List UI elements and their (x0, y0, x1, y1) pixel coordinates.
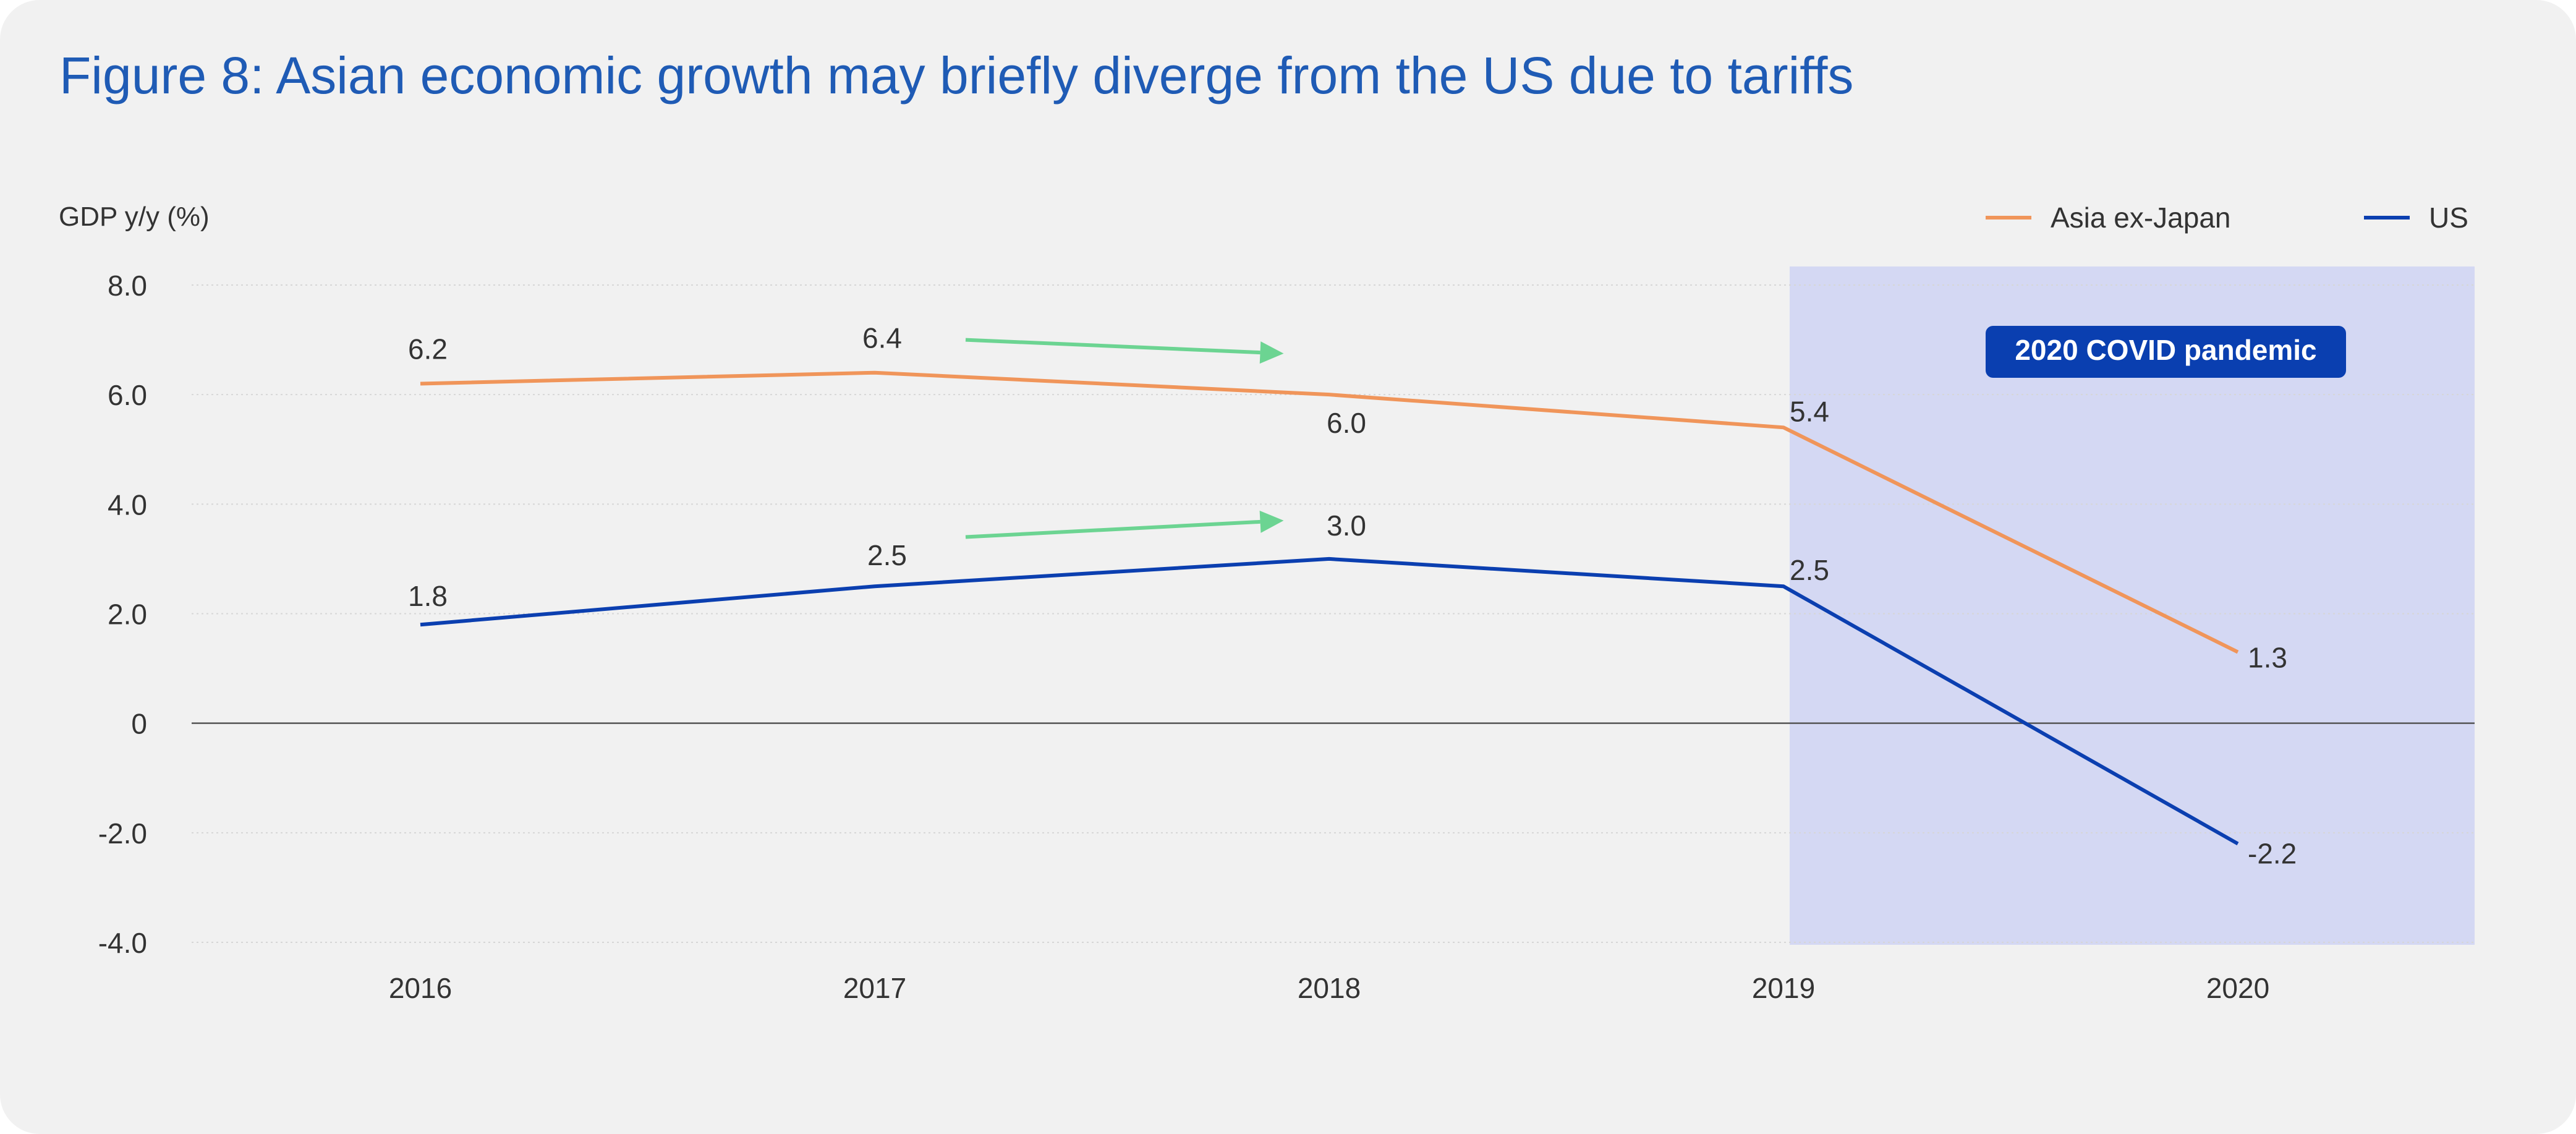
covid-label-box (1986, 326, 2346, 378)
chart-title: Figure 8: Asian economic growth may brie… (59, 46, 1854, 104)
trend-arrow-shaft (965, 338, 1260, 355)
trend-arrow-head (1259, 510, 1284, 533)
series-line-us (420, 556, 2239, 846)
y-tick-label: -4.0 (98, 927, 147, 959)
y-tick-label: 6.0 (108, 379, 147, 411)
data-label: 5.4 (1790, 395, 1829, 427)
x-tick-label: 2016 (389, 972, 452, 1004)
x-tick-label: 2019 (1752, 972, 1815, 1004)
data-label: 3.0 (1327, 509, 1366, 542)
y-tick-label: -2.0 (98, 817, 147, 850)
x-tick-label: 2020 (2206, 972, 2269, 1004)
x-tick-label: 2018 (1298, 972, 1361, 1004)
y-tick-label: 4.0 (108, 488, 147, 521)
data-label: 2.5 (867, 539, 907, 571)
data-label: 2.5 (1790, 554, 1829, 586)
data-label: 6.0 (1327, 407, 1366, 439)
data-label: -2.2 (2248, 838, 2297, 870)
trend-arrow-head (1259, 341, 1284, 364)
legend-label: Asia ex-Japan (2051, 202, 2231, 234)
data-label: 6.4 (862, 322, 902, 354)
y-tick-label: 0 (131, 708, 147, 740)
x-tick-label: 2017 (843, 972, 906, 1004)
y-axis-label: GDP y/y (%) (59, 202, 210, 232)
covid-label-text: 2020 COVID pandemic (2015, 334, 2316, 366)
data-label: 1.8 (408, 580, 448, 612)
y-tick-label: 2.0 (108, 599, 147, 631)
series-line-asia-ex-japan (420, 370, 2239, 654)
data-label: 1.3 (2248, 642, 2287, 674)
legend-label: US (2429, 202, 2468, 234)
shaded-region-covid (1790, 266, 2475, 945)
data-label: 6.2 (408, 333, 448, 365)
y-tick-label: 8.0 (108, 270, 147, 302)
trend-arrow-shaft (965, 519, 1260, 539)
